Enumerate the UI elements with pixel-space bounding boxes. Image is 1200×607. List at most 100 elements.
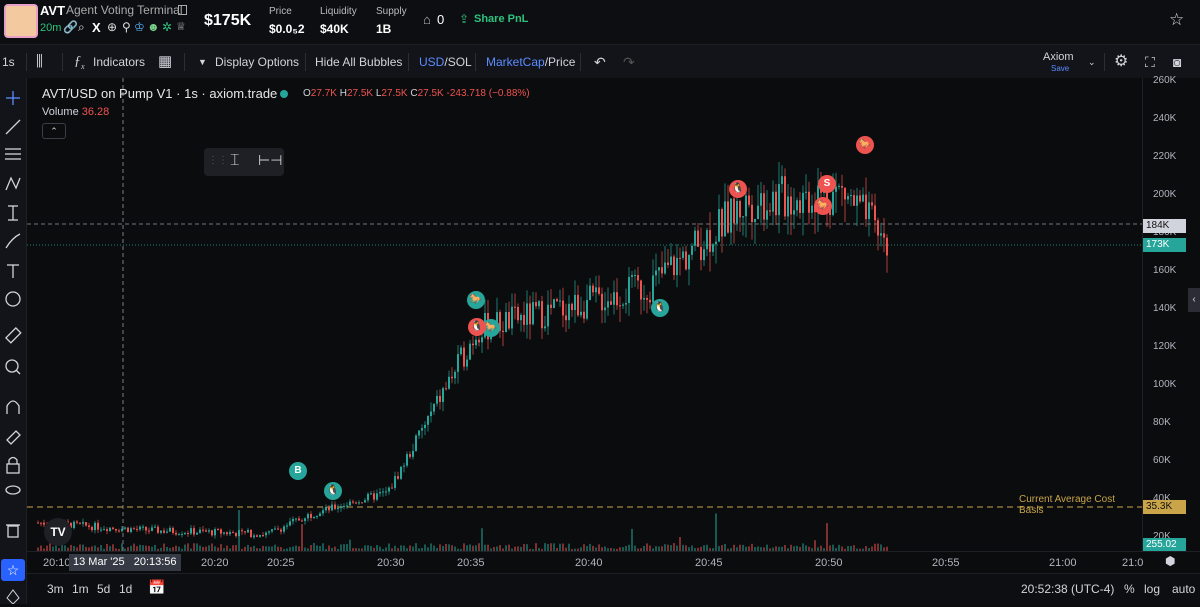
trash-icon[interactable] [6,524,20,538]
website-globe-icon[interactable]: ⊕ [107,20,118,34]
volume-bar [280,547,282,551]
hide-bubbles-button[interactable]: Hide All Bubbles [315,55,403,69]
redo-icon[interactable]: ↷ [623,54,635,70]
chart-symbol[interactable]: AVT/USD on Pump V1 · 1s · axiom.trade [42,86,278,101]
time-axis[interactable]: 20:10 20:20 20:25 20:30 20:35 20:40 20:45 20:50… [27,551,1200,574]
lock-draw-icon[interactable] [6,430,21,445]
date-range-calendar-icon[interactable]: 📅 [148,579,166,595]
search-icon[interactable]: ⌕ [78,20,85,34]
sell-avatar-bubble[interactable]: 🐧 [729,180,747,198]
crosshair-icon[interactable] [6,91,20,105]
candle-body [139,526,141,530]
layouts-grid-icon[interactable]: ▦ [158,53,173,70]
interval-selector[interactable]: 1s [2,55,15,69]
layers-icon[interactable] [6,589,20,605]
volume-bar [472,545,474,551]
range-1d[interactable]: 1d [119,582,133,596]
layout-save-label[interactable]: Save [1051,64,1070,73]
x-twitter-icon[interactable]: X [92,20,101,35]
volume-bar [823,548,825,551]
currency-sol[interactable]: SOL [447,55,472,69]
settings-gear-icon[interactable]: ⚙ [1114,53,1129,70]
screenshot-camera-icon[interactable]: ◙ [1173,54,1182,70]
candle-type-icon[interactable]: ⫼ [36,53,43,70]
zoom-in-icon[interactable] [5,359,21,375]
undo-icon[interactable]: ↶ [594,54,606,70]
mode-marketcap[interactable]: MarketCap [486,55,545,69]
horizontal-measure-icon[interactable]: ⊢⊣ [258,152,283,168]
volume-bar [139,544,141,551]
collapse-sidebar-button[interactable]: ‹ [1188,288,1200,312]
buy-avatar-bubble[interactable]: 🐧 [651,299,669,317]
sell-avatar-bubble[interactable]: 🐧 [468,318,486,336]
clock-readout[interactable]: 20:52:38 (UTC-4) [1021,582,1115,596]
display-options-caret-icon[interactable]: ▼ [198,57,207,67]
auto-toggle[interactable]: auto [1172,582,1196,596]
share-pnl-button[interactable]: Share PnL [474,13,529,25]
volume-bar [448,544,450,551]
lock-icon[interactable] [6,456,20,474]
buy-bubble[interactable]: B [289,462,307,480]
people-icon[interactable]: ⚲ [122,20,131,34]
buy-avatar-bubble[interactable]: 🐎 [467,291,485,309]
floating-measure-toolbar[interactable]: ⋮⋮ ⌶ ⊢⊣ [204,148,284,176]
volume-bar [697,547,699,551]
drag-handle-icon[interactable]: ⋮⋮ [208,155,228,166]
brush-icon[interactable] [5,233,21,249]
text-tool-icon[interactable] [7,264,19,278]
candle-body [85,522,87,526]
currency-toggle[interactable]: USD/SOL [419,45,472,79]
layout-caret-icon[interactable]: ⌄ [1088,57,1096,67]
volume-bar [124,548,126,551]
sell-avatar-bubble[interactable]: 🐎 [856,136,874,154]
axis-settings-icon[interactable]: ⬢ [1165,554,1176,568]
range-1m[interactable]: 1m [72,582,89,596]
copy-icon[interactable] [178,5,187,15]
range-5d[interactable]: 5d [97,582,111,596]
eye-icon[interactable] [5,485,21,495]
vertical-measure-icon[interactable]: ⌶ [230,152,240,169]
candle-body [334,504,336,509]
token-avatar[interactable] [4,4,38,38]
buy-avatar-bubble[interactable]: 🐧 [324,482,342,500]
sell-bubble[interactable]: S [818,175,836,193]
price-chart[interactable]: AVT/USD on Pump V1 · 1s · axiom.trade O2… [27,78,1142,551]
magnet-icon[interactable] [6,400,20,414]
display-options-button[interactable]: Display Options [215,55,300,69]
ruler-icon[interactable] [5,327,22,344]
mode-price[interactable]: Price [548,55,576,69]
share-icon[interactable]: ⇪ [459,12,470,26]
price-axis[interactable]: 260K240K220K200K180K160K140K120K100K80K6… [1142,75,1200,552]
favorites-star-button[interactable] [1,559,25,581]
mode-toggle[interactable]: MarketCap/Price [486,45,575,79]
buy-avatar-bubble[interactable]: 🐎 [482,319,500,337]
trend-line-icon[interactable] [5,119,21,135]
candle-body [232,532,234,534]
pitchfork-icon[interactable] [5,176,21,191]
candle-body [349,501,351,506]
link-icon[interactable]: 🔗 [63,20,78,34]
tradingview-logo[interactable]: TV [44,518,72,546]
sell-avatar-bubble[interactable]: 🐎 [814,197,832,215]
percent-toggle[interactable]: % [1124,582,1135,596]
collapse-legend-button[interactable]: ⌃ [42,123,66,139]
currency-usd[interactable]: USD [419,55,445,69]
volume-bar [262,545,264,551]
indicators-icon[interactable]: ƒx [74,54,85,71]
candle-body [148,530,150,532]
log-toggle[interactable]: log [1144,582,1161,596]
star-icon[interactable]: ☆ [1169,10,1185,29]
horizontal-lines-icon[interactable] [5,148,21,160]
fullscreen-icon[interactable]: ⛶ [1145,54,1155,70]
candle-body [670,256,672,265]
indicators-button[interactable]: Indicators [93,55,146,69]
volume-bar [511,548,513,551]
text-cursor-icon[interactable] [8,205,18,221]
token-full-name[interactable]: Agent Voting Terminal [66,3,183,17]
range-3m[interactable]: 3m [47,582,64,596]
candlestick-chart[interactable] [27,78,1142,551]
candle-body [157,526,159,533]
layout-name[interactable]: Axiom [1043,51,1074,63]
volume-bar [247,544,249,551]
emoji-icon[interactable] [5,291,21,307]
